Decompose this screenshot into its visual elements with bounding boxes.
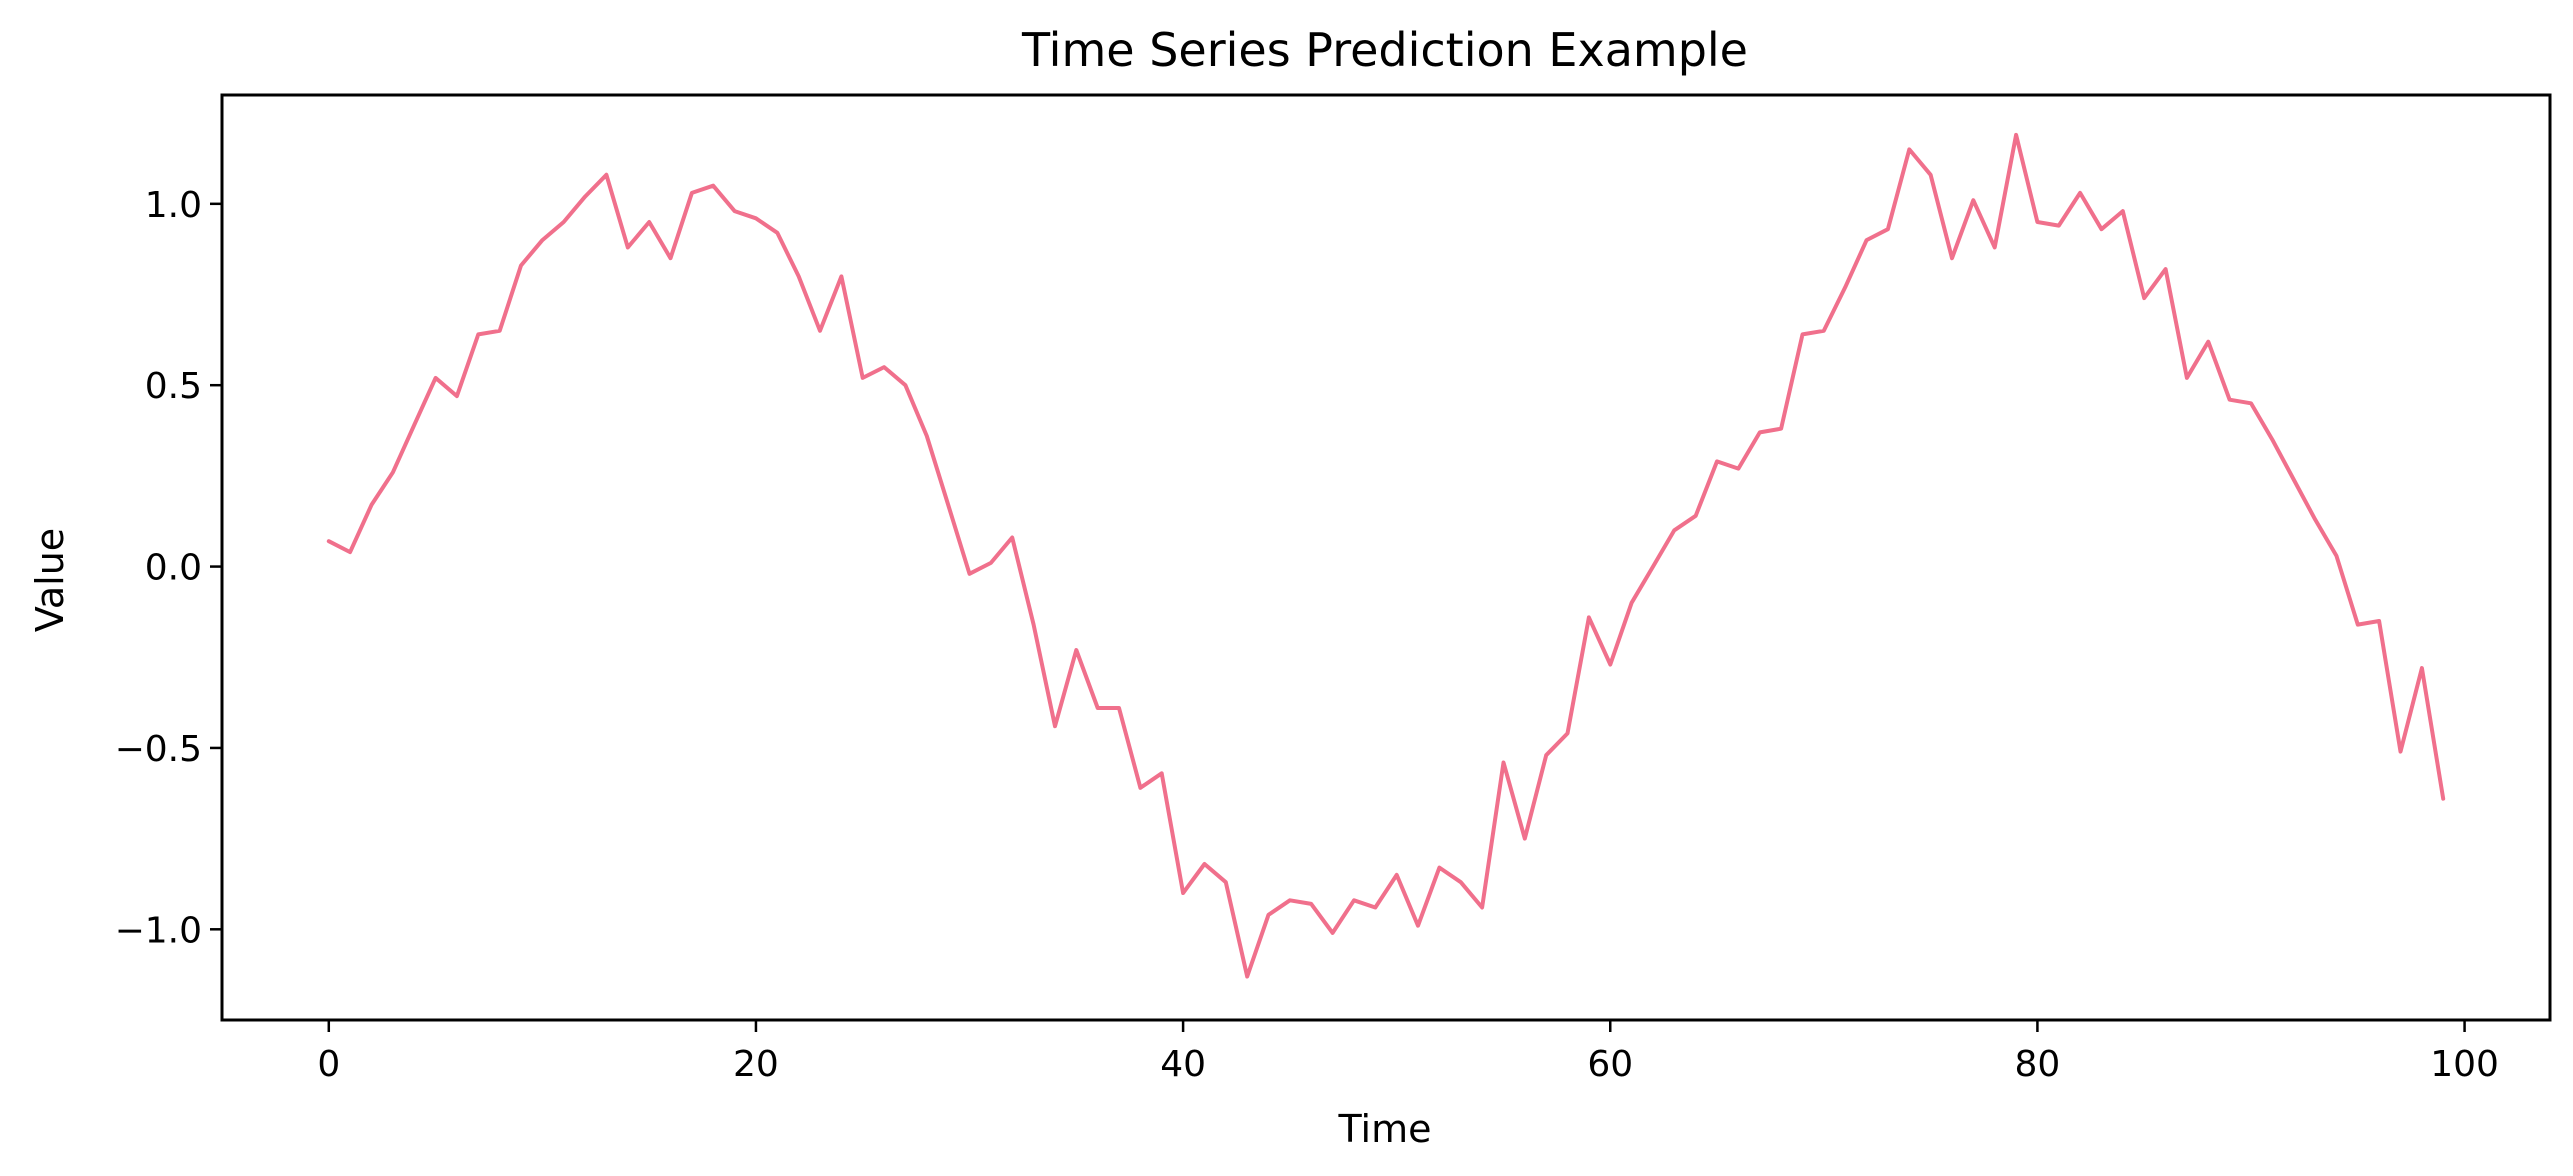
x-tick-label: 40 <box>1160 1044 1206 1085</box>
y-tick-label: 0.5 <box>145 366 202 407</box>
x-tick-label: 60 <box>1587 1044 1633 1085</box>
x-tick-label: 80 <box>2015 1044 2061 1085</box>
y-tick-label: −0.5 <box>115 729 202 770</box>
x-tick-label: 20 <box>733 1044 779 1085</box>
chart-title: Time Series Prediction Example <box>1021 23 1748 77</box>
plot-frame <box>220 93 2552 1022</box>
y-tick-label: 1.0 <box>145 185 202 226</box>
y-tick-label: 0.0 <box>145 548 202 589</box>
x-tick-label: 0 <box>317 1044 340 1085</box>
y-tick-label: −1.0 <box>115 910 202 951</box>
x-tick-label: 100 <box>2430 1044 2499 1085</box>
x-axis-title: Time <box>1338 1107 1432 1151</box>
series-line <box>326 132 2446 979</box>
y-axis-title: Value <box>28 528 72 632</box>
